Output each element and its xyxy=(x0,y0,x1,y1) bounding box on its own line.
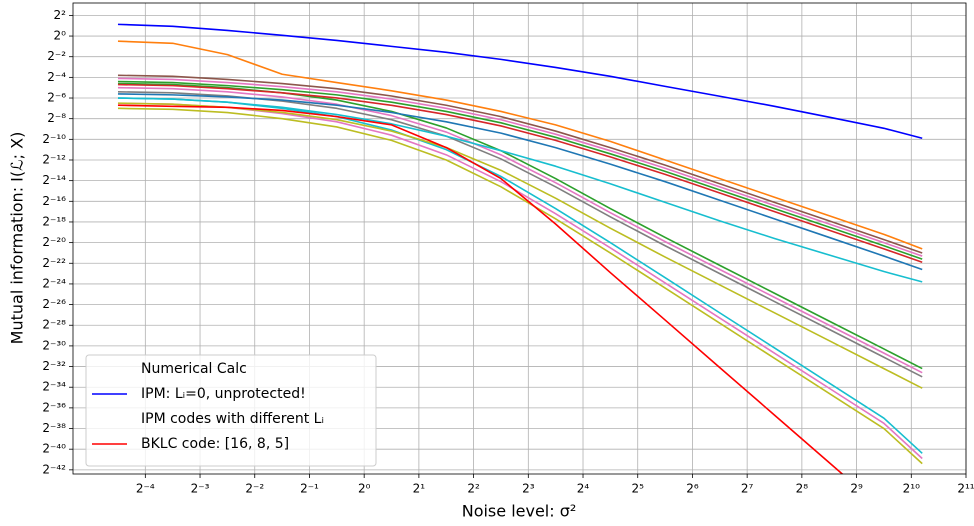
y-tick-label: 2⁻²⁴ xyxy=(42,276,66,290)
x-tick-label: 2¹¹ xyxy=(957,482,974,496)
y-tick-label: 2⁻²⁸ xyxy=(42,318,66,332)
y-tick-label: 2⁻¹⁶ xyxy=(42,194,66,208)
x-tick-label: 2⁵ xyxy=(632,482,645,496)
y-tick-label: 2⁻²² xyxy=(42,256,66,270)
x-tick-label: 2⁻¹ xyxy=(300,482,319,496)
y-tick-label: 2² xyxy=(54,8,67,22)
y-tick-label: 2⁻³⁰ xyxy=(42,338,66,352)
y-tick-label: 2⁻¹⁸ xyxy=(42,214,66,228)
series-line xyxy=(117,23,923,140)
x-tick-label: 2⁶ xyxy=(686,482,699,496)
y-tick-label: 2⁻⁸ xyxy=(47,111,66,125)
series-line xyxy=(117,104,844,474)
x-tick-label: 2⁻² xyxy=(245,482,264,496)
y-tick-label: 2⁻⁴ xyxy=(47,70,66,84)
series-line xyxy=(117,97,923,283)
series-line xyxy=(117,77,923,257)
y-tick-label: 2⁻⁶ xyxy=(47,91,66,105)
x-tick-label: 2⁴ xyxy=(577,482,590,496)
y-tick-label: 2⁻³⁸ xyxy=(42,421,66,435)
legend-label: BKLC code: [16, 8, 5] xyxy=(141,436,289,452)
x-tick-label: 2⁹ xyxy=(850,482,863,496)
plot-frame xyxy=(72,2,967,475)
y-tick-label: 2⁻¹⁰ xyxy=(42,132,66,146)
y-tick-label: 2⁻³⁶ xyxy=(42,400,66,414)
y-tick-label: 2⁻¹⁴ xyxy=(42,173,66,187)
series-line xyxy=(117,102,923,389)
y-tick-label: 2⁻²⁶ xyxy=(42,297,66,311)
lines xyxy=(117,23,923,474)
x-tick-label: 2⁻³ xyxy=(191,482,210,496)
series-line xyxy=(117,86,923,374)
series-line xyxy=(117,40,923,250)
series-line xyxy=(117,107,923,465)
y-tick-label: 2⁻⁴² xyxy=(42,462,66,476)
y-tick-label: 2⁻²⁰ xyxy=(42,235,66,249)
ticks: 2⁻⁴ 2⁻³ 2⁻² 2⁻¹ 2⁰ 2¹ 2² 2³ 2⁴ 2⁵ 2⁶ 2⁷ 2⁸ 2⁹ 2¹⁰ 2¹¹ 2²… xyxy=(42,8,974,496)
x-tick-label: 2¹ xyxy=(413,482,426,496)
x-tick-label: 2⁰ xyxy=(358,482,371,496)
y-tick-label: 2⁻¹² xyxy=(42,152,66,166)
x-tick-label: 2¹⁰ xyxy=(903,482,920,496)
y-tick-label: 2⁻³⁴ xyxy=(42,380,66,394)
series-line xyxy=(117,93,923,271)
y-tick-label: 2⁻² xyxy=(47,49,66,63)
series-line xyxy=(117,80,923,260)
legend-box xyxy=(85,354,377,467)
y-tick-label: 2⁻⁴⁰ xyxy=(42,442,66,456)
legend: Numerical Calc IPM: Lᵢ=0, unprotected! IPM… xyxy=(85,354,377,467)
x-tick-label: 2² xyxy=(467,482,480,496)
x-tick-label: 2⁻⁴ xyxy=(136,482,155,496)
legend-title: IPM codes with different Lᵢ xyxy=(141,411,324,427)
y-axis-label: Mutual information: I(ℒ; X) xyxy=(8,132,27,345)
series-line xyxy=(117,74,923,254)
y-tick-label: 2⁰ xyxy=(54,29,67,43)
x-axis-label: Noise level: σ² xyxy=(462,502,577,521)
legend-title: Numerical Calc xyxy=(141,361,247,377)
x-tick-label: 2³ xyxy=(522,482,535,496)
y-tick-label: 2⁻³² xyxy=(42,359,66,373)
legend-label: IPM: Lᵢ=0, unprotected! xyxy=(141,386,306,402)
series-line xyxy=(117,83,923,263)
x-tick-label: 2⁸ xyxy=(796,482,809,496)
x-tick-label: 2⁷ xyxy=(741,482,754,496)
